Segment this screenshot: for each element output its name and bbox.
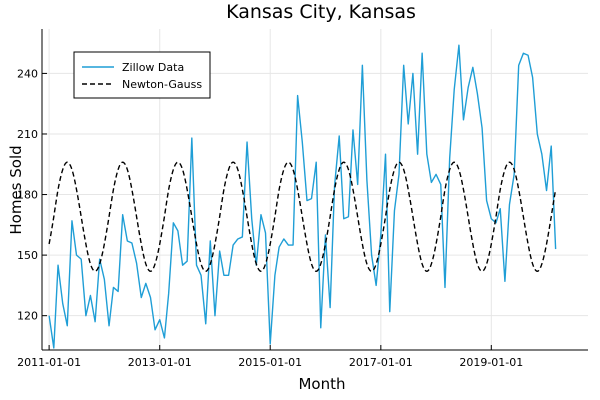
chart-title: Kansas City, Kansas: [226, 1, 416, 23]
y-tick-label: 180: [17, 189, 38, 202]
legend-label-newton-gauss: Newton-Gauss: [122, 78, 202, 91]
x-tick-label: 2015-01-01: [238, 356, 302, 369]
x-axis-label: Month: [298, 375, 345, 393]
y-tick-label: 150: [17, 249, 38, 262]
series-lines: [48, 44, 557, 349]
x-tick-label: 2019-01-01: [459, 356, 523, 369]
legend: Zillow Data Newton-Gauss: [73, 51, 211, 99]
x-tick-label: 2011-01-01: [17, 356, 81, 369]
axis-ticks: 120 150 180 210 240 2011-01-01 2013-01-01 2015-…: [17, 67, 523, 369]
legend-label-zillow-data: Zillow Data: [122, 61, 184, 74]
series-line-newton-gauss: [48, 161, 557, 272]
series-line-zillow-data: [48, 44, 557, 349]
legend-box: [73, 51, 211, 99]
y-tick-label: 210: [17, 128, 38, 141]
y-axis-label: Homes Sold: [7, 145, 25, 234]
y-tick-label: 240: [17, 67, 38, 80]
y-tick-label: 120: [17, 310, 38, 323]
axes: [41, 29, 588, 351]
x-tick-label: 2017-01-01: [349, 356, 413, 369]
x-tick-label: 2013-01-01: [128, 356, 192, 369]
